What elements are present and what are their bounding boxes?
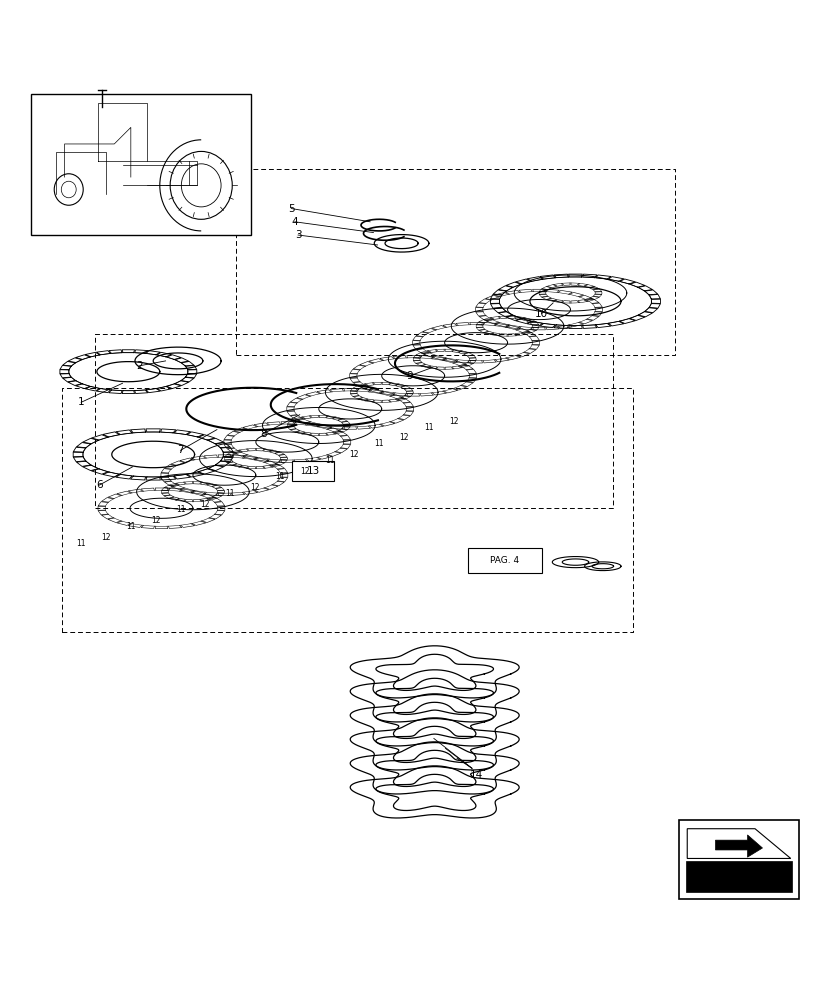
- Text: 7: 7: [177, 445, 184, 455]
- Polygon shape: [715, 835, 762, 857]
- Text: 12: 12: [200, 500, 210, 509]
- Text: 6: 6: [96, 480, 103, 490]
- Polygon shape: [686, 829, 790, 858]
- Text: 1: 1: [78, 397, 84, 407]
- Text: 11: 11: [374, 439, 384, 448]
- Text: 10: 10: [534, 309, 547, 319]
- Bar: [31, 94, 251, 235]
- Text: 4: 4: [291, 217, 298, 227]
- Text: 11: 11: [423, 423, 433, 432]
- Text: 13: 13: [306, 466, 319, 476]
- FancyBboxPatch shape: [292, 461, 333, 481]
- Text: 5: 5: [288, 204, 294, 214]
- Text: 12: 12: [151, 516, 160, 525]
- Bar: [678, 820, 798, 899]
- Polygon shape: [685, 861, 791, 892]
- Text: 2: 2: [136, 361, 142, 371]
- Text: 11: 11: [76, 539, 86, 548]
- Text: 11: 11: [275, 472, 284, 481]
- Text: 12: 12: [101, 533, 111, 542]
- Text: 14: 14: [469, 770, 482, 780]
- Text: 11: 11: [175, 505, 185, 514]
- Text: 11: 11: [324, 456, 334, 465]
- Text: 12: 12: [448, 417, 458, 426]
- Text: 11: 11: [225, 489, 235, 498]
- Text: 12: 12: [250, 483, 260, 492]
- Text: 12: 12: [349, 450, 359, 459]
- FancyBboxPatch shape: [467, 548, 541, 573]
- Text: 12: 12: [399, 433, 409, 442]
- Text: 9: 9: [406, 371, 413, 381]
- Text: 3: 3: [294, 230, 301, 240]
- Text: PAG. 4: PAG. 4: [490, 556, 519, 565]
- Text: 11: 11: [126, 522, 136, 531]
- Text: 8: 8: [260, 429, 266, 439]
- Text: 12: 12: [299, 467, 309, 476]
